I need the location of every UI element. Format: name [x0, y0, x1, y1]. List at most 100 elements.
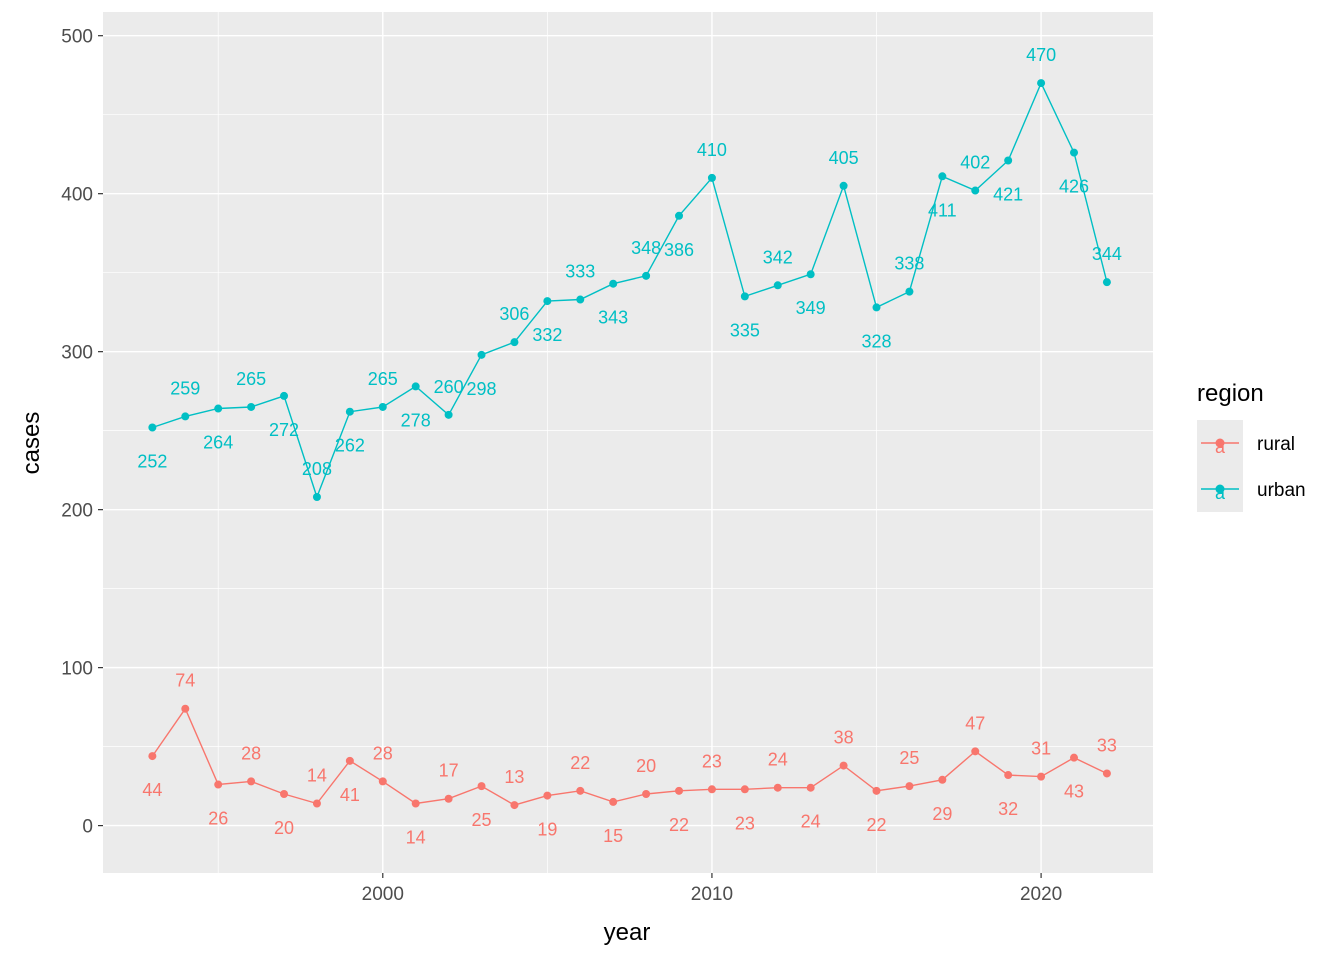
data-label-rural: 15	[603, 826, 623, 846]
y-tick-label: 300	[61, 343, 93, 364]
series-points	[148, 79, 1111, 810]
data-label-rural: 38	[834, 728, 854, 748]
data-point-rural	[543, 791, 552, 800]
data-label-urban: 348	[631, 238, 661, 258]
data-label-urban: 402	[960, 153, 990, 173]
data-point-rural	[740, 785, 749, 794]
data-label-rural: 14	[406, 827, 426, 847]
data-point-rural	[411, 799, 420, 808]
data-point-rural	[181, 704, 190, 713]
data-point-urban	[1070, 148, 1079, 157]
data-label-rural: 41	[340, 785, 360, 805]
data-label-rural: 26	[208, 809, 228, 829]
data-point-urban	[247, 402, 256, 411]
data-label-urban: 208	[302, 459, 332, 479]
data-labels: 44 74 26 28 20 14 41 28 14 17 25 13 19 22 15 20 22 23 23 24…	[137, 45, 1122, 847]
data-label-rural: 20	[274, 818, 294, 838]
data-label-urban: 262	[335, 436, 365, 456]
y-tick-label: 400	[61, 185, 93, 206]
legend-point-urban	[1215, 484, 1225, 494]
data-point-urban	[839, 181, 848, 190]
data-label-rural: 31	[1031, 739, 1051, 759]
x-tick-label: 2000	[362, 884, 404, 905]
data-label-rural: 22	[866, 815, 886, 835]
data-label-urban: 426	[1059, 177, 1089, 197]
data-point-rural	[609, 797, 618, 806]
y-tick-label: 100	[61, 659, 93, 680]
data-point-urban	[148, 423, 157, 432]
data-point-rural	[642, 790, 651, 799]
data-label-rural: 28	[373, 743, 393, 763]
data-point-rural	[1102, 769, 1111, 778]
legend: region a a rural urban	[1197, 380, 1306, 512]
data-label-urban: 260	[434, 377, 464, 397]
y-axis-title: cases	[18, 412, 45, 475]
data-label-urban: 265	[236, 369, 266, 389]
data-point-urban	[740, 292, 749, 301]
data-label-urban: 306	[499, 304, 529, 324]
data-label-rural: 32	[998, 799, 1018, 819]
data-point-urban	[214, 404, 223, 413]
data-label-rural: 44	[142, 780, 162, 800]
data-point-rural	[378, 777, 387, 786]
series-line-rural	[151, 707, 1108, 806]
grid-lines	[103, 12, 1153, 873]
data-point-urban	[411, 382, 420, 391]
x-tick-label: 2010	[691, 884, 733, 905]
data-point-urban	[378, 402, 387, 411]
data-label-rural: 43	[1064, 782, 1084, 802]
data-point-urban	[1102, 278, 1111, 287]
data-label-urban: 278	[401, 410, 431, 430]
series-lines	[151, 81, 1108, 806]
data-label-rural: 22	[570, 753, 590, 773]
data-point-urban	[773, 281, 782, 290]
data-point-rural	[1004, 771, 1013, 780]
legend-glyph-rural: a	[1215, 437, 1226, 457]
data-point-rural	[444, 794, 453, 803]
legend-title: region	[1197, 380, 1264, 407]
data-point-rural	[971, 747, 980, 756]
data-point-urban	[543, 297, 552, 306]
y-tick-label: 0	[82, 817, 93, 838]
data-point-rural	[576, 786, 585, 795]
legend-glyph-urban: a	[1215, 483, 1226, 503]
data-point-urban	[938, 172, 947, 181]
legend-label-urban: urban	[1257, 480, 1306, 501]
data-label-rural: 19	[537, 820, 557, 840]
data-label-rural: 23	[735, 813, 755, 833]
data-label-rural: 22	[669, 815, 689, 835]
data-label-rural: 24	[768, 750, 788, 770]
data-label-rural: 24	[801, 812, 821, 832]
data-point-urban	[1004, 156, 1013, 165]
legend-label-rural: rural	[1257, 434, 1295, 455]
data-label-urban: 333	[565, 262, 595, 282]
data-point-rural	[839, 761, 848, 770]
data-label-urban: 386	[664, 240, 694, 260]
data-label-rural: 74	[175, 671, 195, 691]
data-label-rural: 14	[307, 765, 327, 785]
data-label-rural: 28	[241, 743, 261, 763]
data-label-urban: 470	[1026, 45, 1056, 65]
data-point-urban	[905, 287, 914, 296]
data-point-rural	[707, 785, 716, 794]
data-label-rural: 25	[472, 810, 492, 830]
data-point-rural	[280, 790, 289, 799]
data-point-urban	[477, 350, 486, 359]
data-label-rural: 13	[504, 767, 524, 787]
data-point-urban	[872, 303, 881, 312]
data-label-urban: 272	[269, 420, 299, 440]
x-tick-label: 2020	[1020, 884, 1062, 905]
data-point-rural	[675, 786, 684, 795]
data-label-urban: 411	[928, 200, 957, 220]
data-label-urban: 342	[763, 247, 793, 267]
x-axis-title: year	[604, 919, 651, 946]
data-point-urban	[642, 271, 651, 280]
y-tick-label: 500	[61, 27, 93, 48]
data-label-rural: 20	[636, 756, 656, 776]
data-point-rural	[905, 782, 914, 791]
data-label-urban: 421	[993, 185, 1023, 205]
data-label-urban: 335	[730, 320, 760, 340]
data-label-urban: 264	[203, 433, 233, 453]
data-point-rural	[312, 799, 321, 808]
